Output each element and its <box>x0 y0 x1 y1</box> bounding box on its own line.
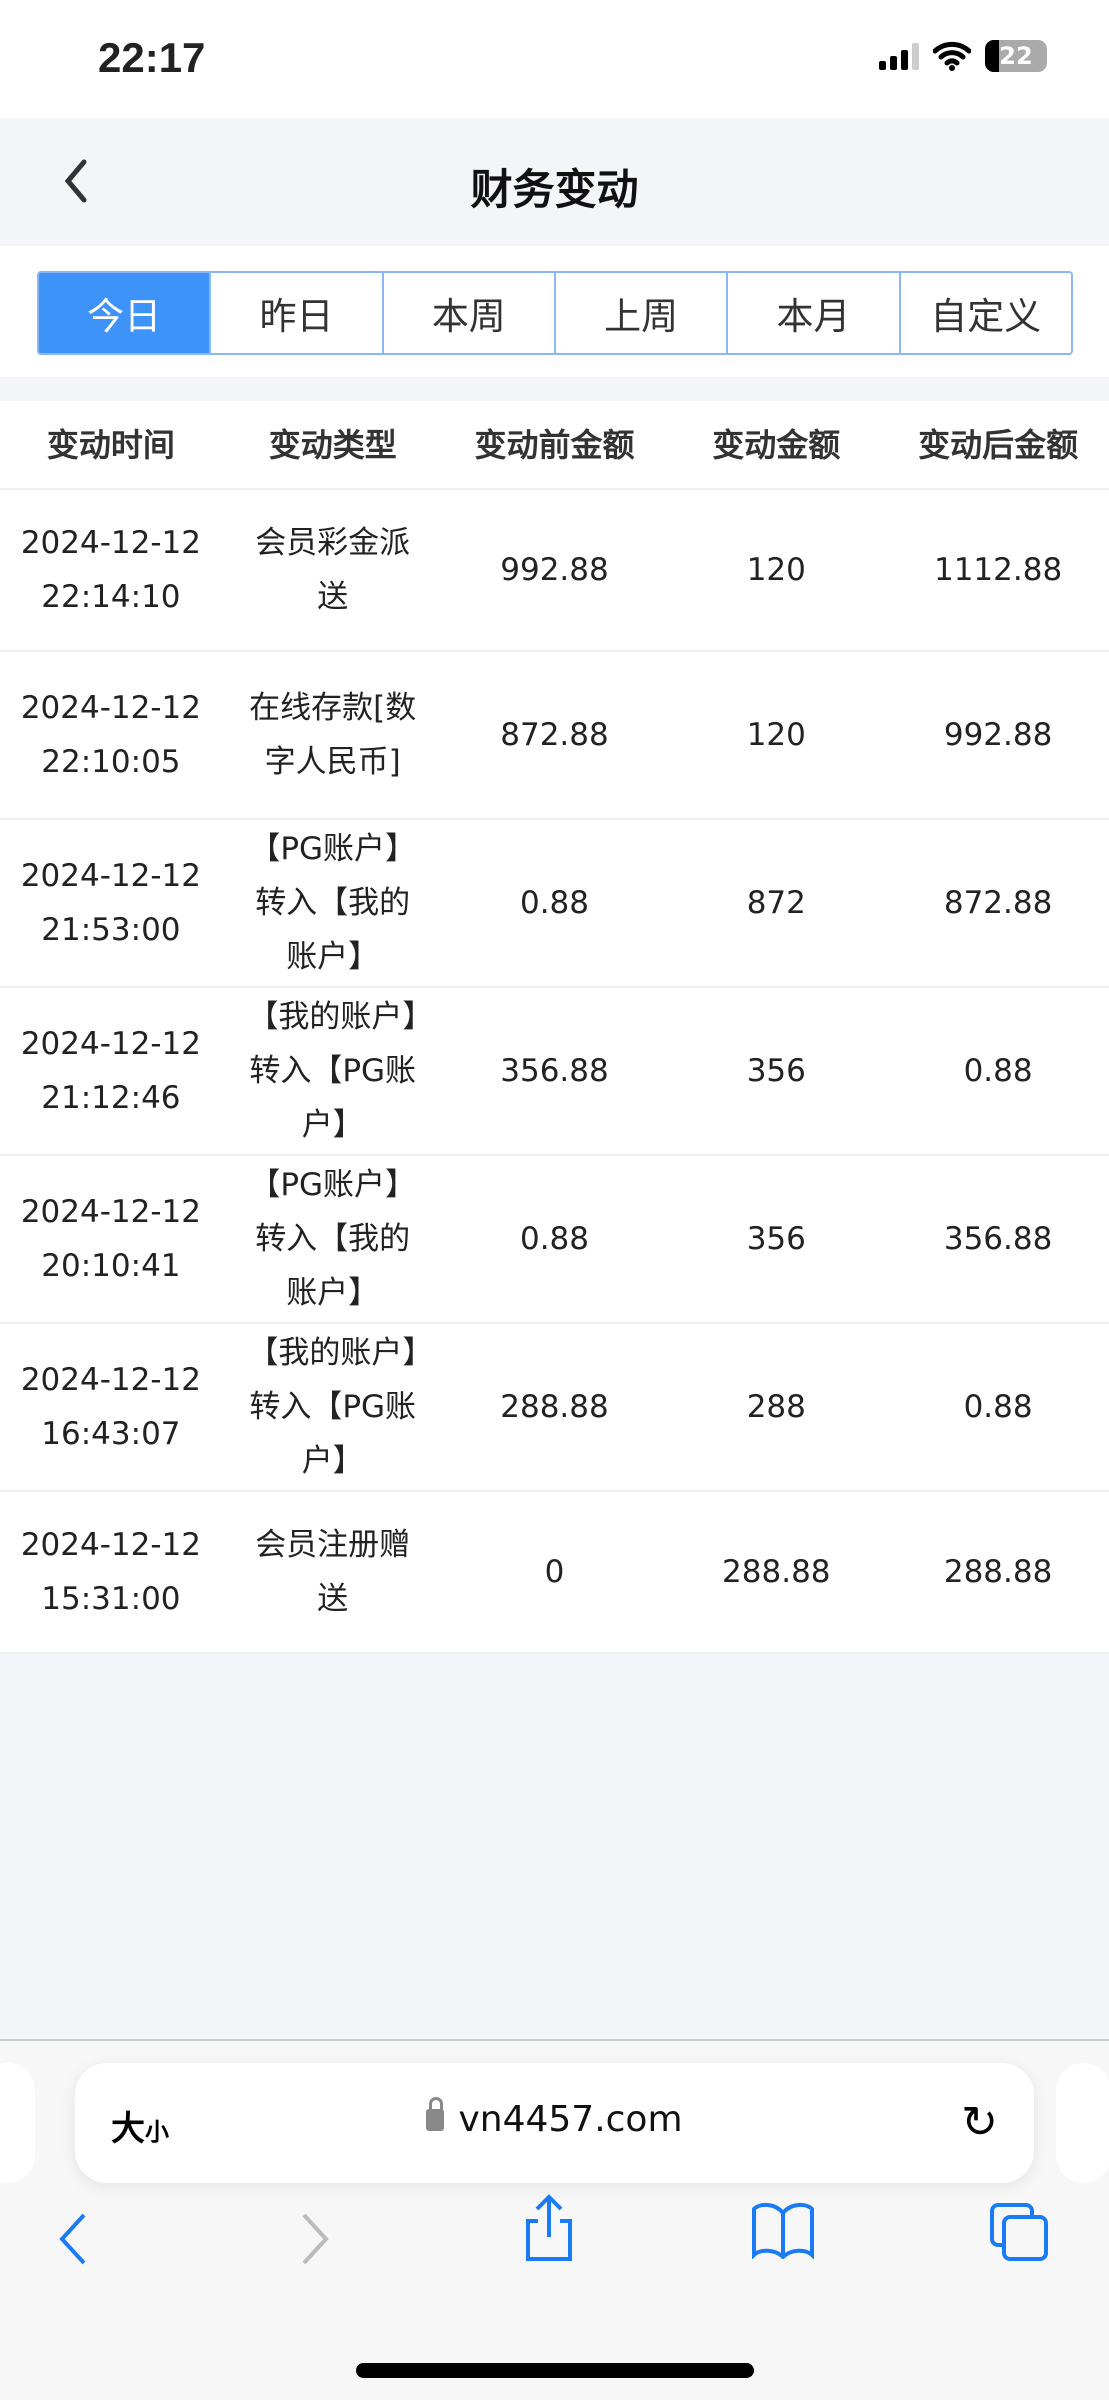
cell-amount: 872 <box>746 885 806 921</box>
share-icon[interactable] <box>522 2193 576 2263</box>
cell-time: 2024-12-12 21:12:46 <box>20 1026 201 1116</box>
tabs-icon[interactable] <box>988 2201 1050 2263</box>
nav-bar: 财务变动 <box>0 118 1109 246</box>
cell-after: 0.88 <box>963 1389 1033 1425</box>
forward-icon[interactable] <box>300 2211 330 2267</box>
cell-before: 992.88 <box>500 552 609 588</box>
tab-today[interactable]: 今日 <box>39 273 210 353</box>
tab-this-month[interactable]: 本月 <box>726 273 899 353</box>
next-tab-preview[interactable] <box>1056 2063 1109 2183</box>
table-row: 2024-12-12 22:10:05 在线存款[数字人民币] 872.88 120 99… <box>0 652 1109 820</box>
back-icon[interactable] <box>58 2211 88 2267</box>
tab-custom[interactable]: 自定义 <box>898 273 1071 353</box>
cell-type: 【我的账户】转入【PG账户】 <box>247 1335 418 1479</box>
header-time: 变动时间 <box>46 425 175 464</box>
cell-before: 288.88 <box>500 1389 609 1425</box>
transactions-table: 变动时间 变动类型 变动前金额 变动金额 变动后金额 2024-12-12 22:… <box>0 401 1109 1654</box>
url-domain: vn4457.com <box>458 2099 683 2140</box>
cell-time: 2024-12-12 15:31:00 <box>20 1527 201 1617</box>
cell-time: 2024-12-12 16:43:07 <box>20 1362 201 1452</box>
cell-amount: 120 <box>746 717 806 753</box>
cell-time: 2024-12-12 22:10:05 <box>20 690 201 780</box>
text-size-button[interactable]: 大小 <box>111 2109 169 2149</box>
status-bar: 22:17 22 <box>0 0 1109 118</box>
cell-time: 2024-12-12 20:10:41 <box>20 1194 201 1284</box>
table-row: 2024-12-12 21:53:00 【PG账户】转入【我的账户】 0.88 872 8… <box>0 820 1109 988</box>
cell-amount: 356 <box>746 1053 806 1089</box>
address-bar[interactable]: 大小 vn4457.com ↻ <box>75 2063 1034 2183</box>
header-before: 变动前金额 <box>474 425 635 464</box>
table-row: 2024-12-12 22:14:10 会员彩金派送 992.88 120 1112.88 <box>0 490 1109 652</box>
cell-time: 2024-12-12 22:14:10 <box>20 525 201 615</box>
reload-icon[interactable]: ↻ <box>961 2097 998 2148</box>
lock-icon <box>426 2097 445 2131</box>
battery-icon: 22 <box>985 40 1047 72</box>
cell-type: 【PG账户】转入【我的账户】 <box>249 831 417 975</box>
cell-after: 992.88 <box>943 717 1053 753</box>
cell-type: 会员彩金派送 <box>255 525 411 615</box>
cell-amount: 120 <box>746 552 806 588</box>
cell-after: 872.88 <box>943 885 1053 921</box>
back-chevron-icon[interactable] <box>56 156 96 206</box>
cell-type: 在线存款[数字人民币] <box>249 690 417 780</box>
cell-time: 2024-12-12 21:53:00 <box>20 858 201 948</box>
header-amount: 变动金额 <box>712 425 841 464</box>
tab-yesterday[interactable]: 昨日 <box>209 273 382 353</box>
cell-after: 0.88 <box>963 1053 1033 1089</box>
prev-tab-preview[interactable] <box>0 2063 35 2183</box>
table-row: 2024-12-12 20:10:41 【PG账户】转入【我的账户】 0.88 356 3… <box>0 1156 1109 1324</box>
cell-after: 288.88 <box>943 1554 1053 1590</box>
cell-before: 0.88 <box>519 1221 589 1257</box>
cell-before: 0.88 <box>519 885 589 921</box>
status-time: 22:17 <box>98 34 206 81</box>
cell-amount: 356 <box>746 1221 806 1257</box>
cell-type: 【PG账户】转入【我的账户】 <box>249 1167 417 1311</box>
header-after: 变动后金额 <box>918 425 1079 464</box>
tab-this-week[interactable]: 本周 <box>381 273 554 353</box>
wifi-icon <box>933 41 971 71</box>
table-row: 2024-12-12 16:43:07 【我的账户】转入【PG账户】 288.88 28… <box>0 1324 1109 1492</box>
home-indicator <box>356 2363 754 2378</box>
cell-before: 356.88 <box>500 1053 609 1089</box>
cell-type: 会员注册赠送 <box>255 1527 411 1617</box>
date-filter-tabs: 今日 昨日 本周 上周 本月 自定义 <box>37 271 1073 355</box>
tab-last-week[interactable]: 上周 <box>553 273 727 353</box>
cell-after: 356.88 <box>943 1221 1053 1257</box>
table-row: 2024-12-12 21:12:46 【我的账户】转入【PG账户】 356.88 35… <box>0 988 1109 1156</box>
table-row: 2024-12-12 15:31:00 会员注册赠送 0 288.88 288.88 <box>0 1492 1109 1654</box>
browser-toolbar: 大小 vn4457.com ↻ <box>0 2039 1109 2400</box>
cell-before: 872.88 <box>500 717 609 753</box>
page-title: 财务变动 <box>470 165 639 214</box>
cell-before: 0 <box>544 1554 565 1590</box>
header-type: 变动类型 <box>268 425 397 464</box>
cell-amount: 288.88 <box>722 1554 831 1590</box>
table-header: 变动时间 变动类型 变动前金额 变动金额 变动后金额 <box>0 401 1109 490</box>
bookmarks-icon[interactable] <box>750 2201 816 2259</box>
cell-type: 【我的账户】转入【PG账户】 <box>247 999 418 1143</box>
signal-icon <box>879 42 919 70</box>
cell-after: 1112.88 <box>933 552 1063 588</box>
cell-amount: 288 <box>746 1389 806 1425</box>
